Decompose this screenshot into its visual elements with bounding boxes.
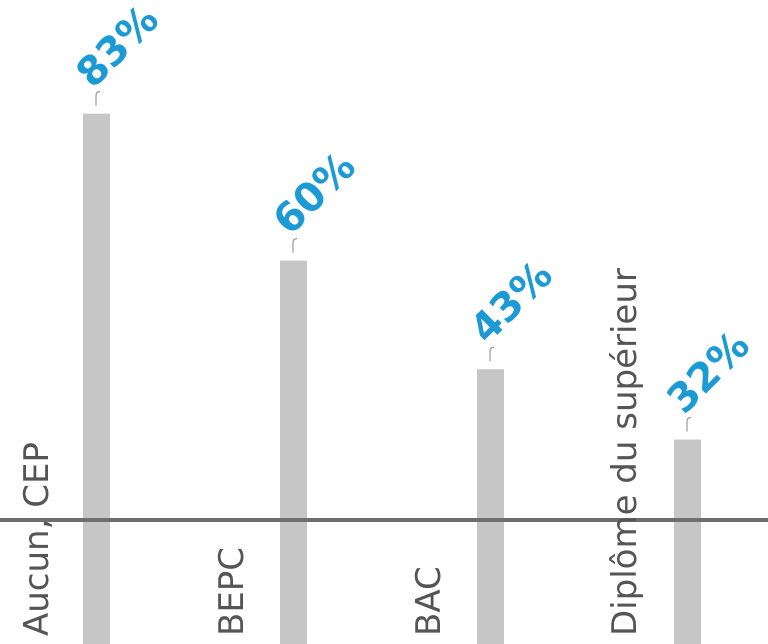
bar-0 — [83, 113, 110, 644]
leader-line-2 — [489, 346, 495, 362]
category-labels-group: Aucun, CEP BEPC BAC Diplôme du supérieur — [17, 268, 645, 636]
bars-group — [83, 113, 701, 644]
leader-line-3 — [686, 416, 692, 432]
category-label-2: BAC — [409, 566, 449, 636]
leader-lines-group — [95, 91, 692, 432]
value-label-0: 83% — [68, 0, 168, 97]
bar-2 — [477, 369, 504, 644]
value-label-3: 32% — [659, 322, 759, 422]
bar-1 — [280, 260, 307, 644]
value-label-1: 60% — [265, 143, 365, 243]
value-labels-group: 83% 60% 43% 32% — [68, 0, 759, 423]
bar-3 — [674, 439, 701, 644]
category-label-3: Diplôme du supérieur — [605, 268, 645, 636]
value-label-2: 43% — [462, 252, 562, 352]
leader-line-0 — [95, 91, 101, 106]
category-label-1: BEPC — [212, 547, 252, 636]
leader-line-1 — [292, 238, 298, 253]
category-label-0: Aucun, CEP — [17, 442, 57, 636]
